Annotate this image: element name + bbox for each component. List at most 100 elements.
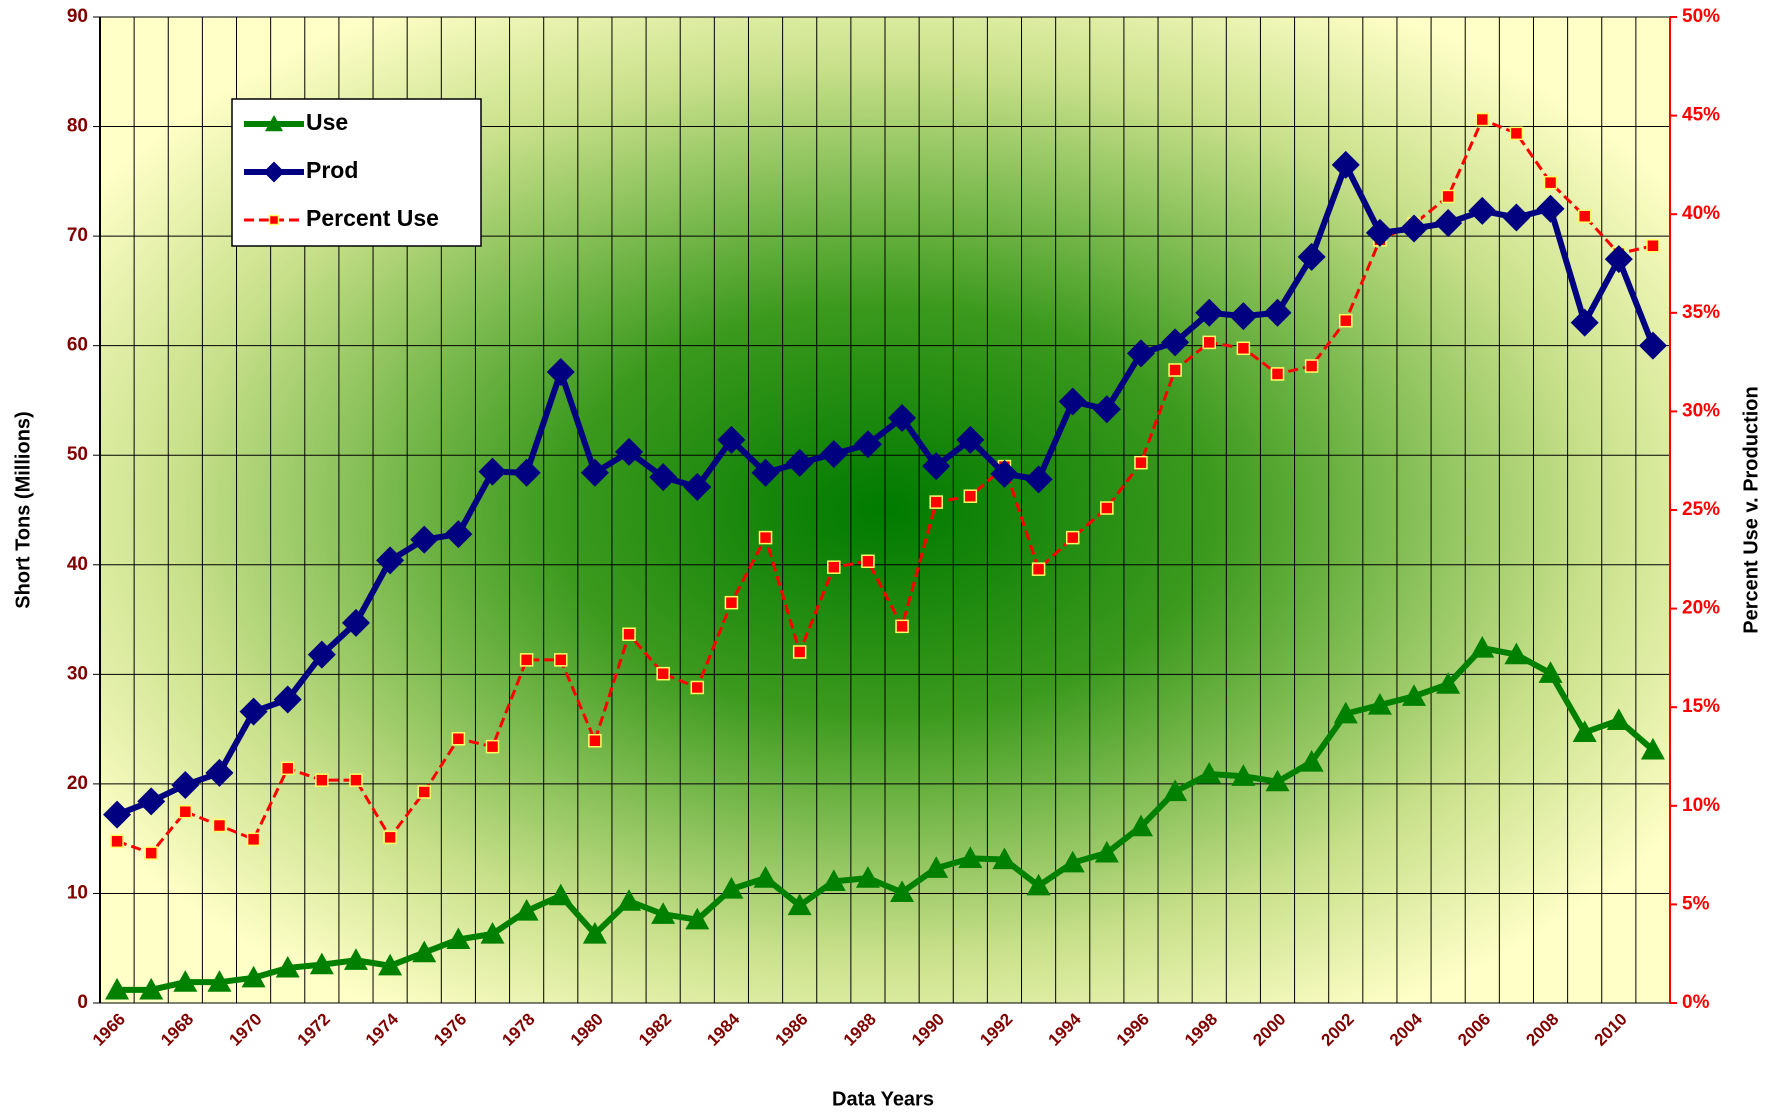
y-tick-label: 0 xyxy=(77,992,88,1013)
y2-tick-label: 10% xyxy=(1682,795,1720,816)
diamond-marker xyxy=(1229,302,1258,331)
square-marker xyxy=(268,214,280,226)
x-tick-label: 1980 xyxy=(567,1010,607,1050)
triangle-marker xyxy=(1504,642,1529,665)
x-tick-label: 1990 xyxy=(908,1010,948,1050)
triangle-marker xyxy=(1163,779,1188,802)
x-axis-title: Data Years xyxy=(832,1088,934,1110)
square-marker xyxy=(929,495,943,509)
diamond-marker xyxy=(819,440,848,469)
square-marker xyxy=(417,785,431,799)
square-marker xyxy=(861,554,875,569)
diamond-marker xyxy=(615,437,644,466)
x-tick-label: 1978 xyxy=(498,1010,538,1050)
triangle-marker xyxy=(1094,840,1119,863)
x-tick-label: 2000 xyxy=(1249,1010,1289,1050)
triangle-marker xyxy=(1265,769,1290,792)
x-tick-label: 1994 xyxy=(1045,1009,1086,1050)
triangle-marker xyxy=(1606,708,1631,730)
triangle-marker xyxy=(1470,636,1495,658)
x-tick-label: 1966 xyxy=(89,1010,129,1050)
square-marker xyxy=(724,595,739,610)
square-marker xyxy=(588,733,602,748)
diamond-marker xyxy=(1263,298,1292,327)
square-marker xyxy=(827,560,841,574)
triangle-marker xyxy=(890,880,915,902)
triangle-marker xyxy=(1640,737,1665,760)
diamond-marker xyxy=(1434,208,1463,237)
x-tick-label: 1984 xyxy=(703,1009,744,1050)
square-marker xyxy=(212,818,227,833)
legend-label: Percent Use xyxy=(306,205,439,231)
diamond-marker xyxy=(1604,245,1633,274)
diamond-marker xyxy=(376,546,405,575)
triangle-marker xyxy=(855,866,880,888)
square-marker xyxy=(1065,530,1080,545)
triangle-marker xyxy=(1197,762,1222,784)
square-marker xyxy=(758,530,773,545)
diamond-marker xyxy=(1638,331,1667,360)
square-marker xyxy=(1441,189,1455,204)
diamond-marker xyxy=(512,458,541,487)
triangle-marker xyxy=(924,856,949,878)
triangle-marker xyxy=(651,902,676,924)
diamond-marker xyxy=(103,800,132,829)
triangle-marker xyxy=(719,877,744,899)
diamond-marker xyxy=(1400,214,1429,243)
square-marker xyxy=(383,830,397,845)
x-tick-label: 1998 xyxy=(1181,1010,1221,1050)
triangle-marker xyxy=(265,115,283,132)
square-marker xyxy=(1100,501,1114,515)
diamond-marker xyxy=(1331,150,1360,179)
triangle-marker xyxy=(582,921,607,944)
triangle-marker xyxy=(1026,873,1051,896)
diamond-marker xyxy=(1024,465,1053,494)
y-tick-label: 40 xyxy=(67,554,88,575)
diamond-marker xyxy=(990,459,1019,488)
legend-label: Use xyxy=(306,109,348,135)
triangle-marker xyxy=(446,927,471,950)
y-axis-title: Short Tons (Millions) xyxy=(12,411,34,608)
y-tick-label: 90 xyxy=(67,6,88,27)
diamond-marker xyxy=(1161,328,1190,357)
triangle-marker xyxy=(617,889,642,911)
triangle-marker xyxy=(173,970,198,992)
square-marker xyxy=(1236,341,1251,356)
square-marker xyxy=(554,653,568,667)
square-marker xyxy=(690,680,705,695)
square-marker xyxy=(519,653,534,667)
triangle-marker xyxy=(1333,701,1358,724)
square-marker xyxy=(1031,562,1046,576)
triangle-marker xyxy=(514,898,539,921)
square-marker xyxy=(315,773,329,787)
x-tick-label: 2006 xyxy=(1454,1010,1494,1050)
diamond-marker xyxy=(205,758,234,787)
square-marker xyxy=(1168,363,1182,377)
square-marker xyxy=(1577,209,1592,223)
triangle-marker xyxy=(1572,720,1597,742)
square-marker xyxy=(963,489,978,503)
diamond-marker xyxy=(1195,298,1224,327)
y2-tick-label: 5% xyxy=(1682,893,1710,914)
triangle-marker xyxy=(105,977,130,1000)
square-marker xyxy=(246,832,261,847)
diamond-marker xyxy=(717,425,746,454)
diamond-marker xyxy=(888,403,917,432)
x-tick-label: 1986 xyxy=(771,1010,811,1050)
y2-tick-label: 25% xyxy=(1682,499,1720,520)
square-marker xyxy=(1134,455,1148,470)
y2-tick-label: 40% xyxy=(1682,203,1720,224)
triangle-marker xyxy=(958,846,983,868)
diamond-marker xyxy=(1058,387,1087,416)
y2-tick-label: 0% xyxy=(1682,992,1710,1013)
diamond-marker xyxy=(1297,242,1326,271)
square-marker xyxy=(485,739,500,754)
legend-label: Prod xyxy=(306,157,358,183)
triangle-marker xyxy=(275,955,300,978)
diamond-marker xyxy=(1536,194,1565,223)
diamond-marker xyxy=(922,452,951,481)
x-tick-label: 2008 xyxy=(1522,1010,1562,1050)
triangle-marker xyxy=(1231,764,1256,786)
x-tick-label: 1996 xyxy=(1113,1010,1153,1050)
diamond-marker xyxy=(273,685,302,714)
